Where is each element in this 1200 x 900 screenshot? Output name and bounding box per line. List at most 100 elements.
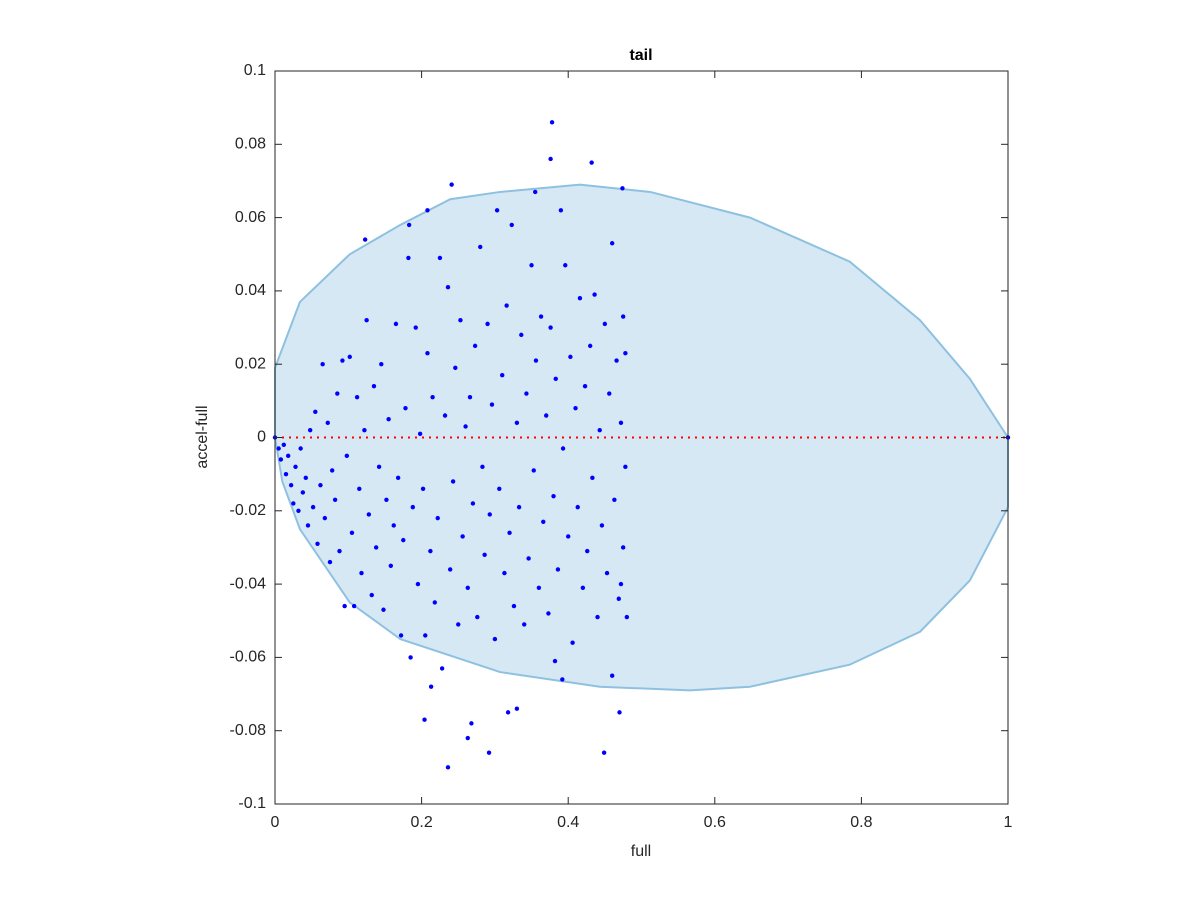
- y-tick-label: -0.06: [230, 649, 267, 666]
- scatter-point: [609, 241, 615, 246]
- scatter-point: [425, 208, 430, 213]
- scatter-point: [612, 497, 617, 503]
- scatter-point: [587, 343, 593, 349]
- scatter-point: [415, 581, 421, 587]
- scatter-point: [315, 541, 320, 546]
- scatter-point: [514, 706, 520, 711]
- scatter-point: [599, 523, 605, 528]
- scatter-point: [524, 391, 529, 396]
- scatter-point: [406, 222, 412, 228]
- scatter-point: [371, 383, 377, 389]
- scatter-point: [298, 446, 303, 451]
- scatter-point: [582, 383, 588, 389]
- scatter-point: [349, 530, 355, 535]
- scatter-point: [342, 603, 347, 609]
- scatter-point: [373, 545, 379, 550]
- scatter-point: [595, 614, 600, 620]
- scatter-point: [285, 453, 291, 459]
- scatter-point: [480, 464, 485, 470]
- scatter-point: [497, 486, 502, 492]
- scatter-point: [531, 468, 536, 473]
- scatter-point: [376, 464, 382, 470]
- scatter-point: [592, 292, 597, 297]
- chart-title: tail: [629, 47, 652, 64]
- scatter-point: [558, 208, 564, 213]
- scatter-point: [522, 622, 527, 627]
- scatter-point: [449, 182, 454, 187]
- scatter-point: [408, 655, 413, 660]
- scatter-point: [406, 255, 411, 261]
- scatter-point: [322, 515, 328, 521]
- x-tick-label: 0.4: [557, 814, 579, 831]
- scatter-point: [428, 684, 434, 689]
- y-tick-label: 0: [257, 429, 266, 446]
- scatter-point: [463, 424, 468, 429]
- scatter-point: [624, 614, 630, 620]
- scatter-point: [439, 666, 445, 671]
- scatter-point: [551, 493, 556, 499]
- scatter-point: [487, 512, 492, 517]
- scatter-point: [447, 567, 453, 572]
- scatter-point: [417, 431, 423, 437]
- scatter-point: [533, 358, 539, 363]
- scatter-point: [504, 303, 509, 308]
- scatter-point: [460, 534, 465, 539]
- scatter-point: [580, 585, 586, 590]
- scatter-point: [465, 735, 470, 741]
- scatter-point: [548, 156, 553, 162]
- scatter-point: [604, 570, 610, 576]
- scatter-point: [526, 556, 531, 561]
- scatter-point: [618, 420, 624, 426]
- scatter-point: [475, 614, 480, 620]
- scatter-point: [300, 490, 306, 495]
- scatter-point: [362, 237, 368, 242]
- scatter-point: [420, 486, 426, 492]
- scatter-point: [403, 405, 408, 411]
- scatter-point: [616, 596, 621, 601]
- scatter-point: [617, 710, 622, 715]
- scatter-point: [442, 413, 448, 418]
- scatter-point: [393, 321, 399, 327]
- scatter-point: [472, 343, 478, 349]
- scatter-point: [313, 409, 318, 415]
- scatter-point: [354, 394, 360, 400]
- scatter-point: [548, 325, 553, 330]
- scatter-point: [552, 658, 558, 664]
- scatter-point: [386, 416, 391, 422]
- scatter-point: [381, 607, 386, 612]
- scatter-point: [344, 453, 350, 459]
- scatter-point: [296, 508, 301, 513]
- y-tick-label: 0.04: [235, 282, 266, 299]
- scatter-point: [538, 314, 544, 319]
- scatter-point: [276, 446, 281, 451]
- scatter-point: [568, 354, 573, 360]
- scatter-point: [422, 717, 427, 722]
- scatter-point: [288, 482, 294, 488]
- scatter-point: [410, 504, 416, 510]
- scatter-point: [423, 633, 428, 638]
- x-tick-label: 0.6: [704, 814, 726, 831]
- y-tick-label: 0.08: [235, 136, 266, 153]
- x-tick-label: 0.2: [410, 814, 432, 831]
- scatter-point: [445, 765, 451, 770]
- scatter-point: [485, 321, 490, 327]
- y-tick-label: 0.02: [235, 355, 266, 372]
- scatter-point: [519, 332, 524, 338]
- scatter-point: [347, 354, 352, 360]
- scatter-point: [310, 504, 316, 510]
- scatter-point: [607, 391, 612, 396]
- scatter-point: [325, 420, 330, 426]
- scatter-point: [601, 750, 607, 755]
- y-tick-label: -0.08: [230, 722, 267, 739]
- scatter-point: [428, 548, 433, 554]
- scatter-point: [529, 263, 534, 268]
- scatter-point: [465, 585, 470, 590]
- scatter-point: [500, 372, 505, 378]
- scatter-point: [456, 622, 461, 627]
- y-tick-label: 0.06: [235, 209, 266, 226]
- scatter-point: [546, 611, 551, 616]
- scatter-point: [351, 603, 357, 609]
- scatter-point: [335, 391, 340, 396]
- scatter-point: [541, 519, 546, 524]
- scatter-point: [509, 222, 514, 228]
